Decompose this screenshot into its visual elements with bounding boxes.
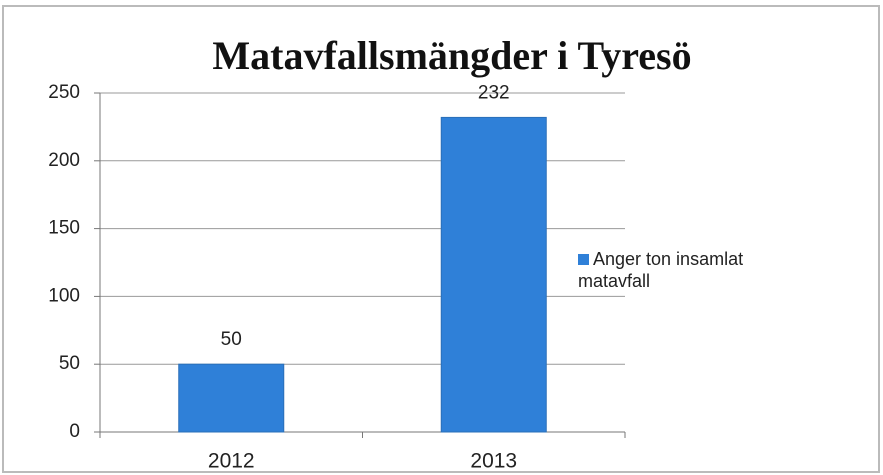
y-tick-label: 100: [48, 285, 80, 306]
y-tick-label: 150: [48, 218, 80, 239]
bar: [178, 363, 285, 433]
y-tick-label: 50: [59, 353, 80, 374]
bar: [440, 116, 547, 433]
x-tick-label: 2012: [208, 450, 255, 473]
y-tick-label: 0: [69, 421, 80, 442]
legend-label: Anger ton insamlat matavfall: [578, 249, 744, 291]
y-tick-label: 250: [48, 82, 80, 103]
chart-frame: [2, 5, 880, 473]
legend: Anger ton insamlat matavfall: [578, 248, 788, 292]
chart-title: Matavfallsmängder i Tyresö: [212, 33, 691, 78]
data-label: 50: [221, 329, 242, 350]
data-label: 232: [478, 82, 510, 103]
y-tick-label: 200: [48, 150, 80, 171]
legend-swatch: [578, 254, 589, 265]
x-tick-label: 2013: [470, 450, 517, 473]
